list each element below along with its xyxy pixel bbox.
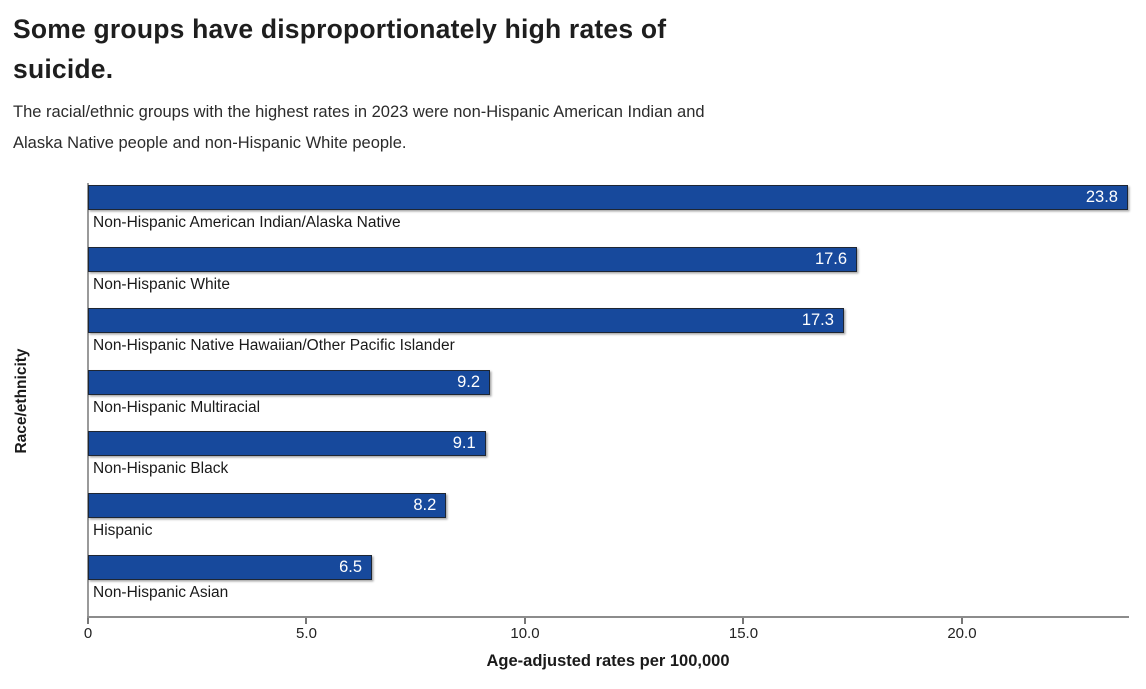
bar-row: 9.2 Non-Hispanic Multiracial [88, 369, 1128, 417]
x-tick-mark [742, 618, 745, 624]
bar: 6.5 [88, 554, 373, 580]
x-tick-mark [305, 618, 308, 624]
x-tick-mark [960, 618, 963, 624]
bar-value-label: 17.6 [814, 249, 848, 268]
chart-subtitle: The racial/ethnic groups with the highes… [13, 103, 705, 152]
category-label: Non-Hispanic Multiracial [93, 398, 261, 416]
bar-row: 17.6 Non-Hispanic White [88, 246, 1128, 294]
y-axis-line [87, 183, 89, 617]
category-label: Hispanic [93, 522, 153, 539]
category-label: Non-Hispanic Asian [93, 583, 229, 601]
category-label: Non-Hispanic American Indian/Alaska Nati… [93, 214, 401, 231]
category-label: Non-Hispanic White [93, 275, 230, 293]
x-tick-label: 20.0 [947, 625, 977, 642]
bar-value-label: 9.2 [457, 372, 481, 391]
bar-value-label: 9.1 [452, 434, 476, 453]
bar-value-label: 17.3 [801, 311, 834, 330]
bar-value-label: 6.5 [339, 557, 363, 576]
chart-title: Some groups have disproportionately high… [13, 14, 667, 84]
bar: 17.6 [88, 246, 858, 272]
bar-row: 6.5 Non-Hispanic Asian [88, 554, 1128, 602]
category-label: Non-Hispanic Native Hawaiian/Other Pacif… [93, 337, 455, 355]
x-tick-label: 10.0 [510, 625, 540, 642]
x-axis-title: Age-adjusted rates per 100,000 [486, 652, 730, 670]
category-label: Non-Hispanic Black [93, 460, 229, 478]
x-tick-label: 5.0 [296, 625, 317, 642]
bar: 17.3 [88, 308, 844, 334]
bar-value-label: 23.8 [1085, 188, 1118, 206]
bar-row: 17.3 Non-Hispanic Native Hawaiian/Other P… [88, 308, 1128, 355]
bar: 8.2 [88, 493, 447, 518]
bar-row: 23.8 Non-Hispanic American Indian/Alaska … [88, 185, 1128, 232]
x-tick-mark [523, 618, 526, 624]
plot-area: 23.8 Non-Hispanic American Indian/Alaska … [88, 183, 1128, 617]
bar-row: 8.2 Hispanic [88, 493, 1128, 540]
x-tick-mark [87, 618, 89, 624]
bar-row: 9.1 Non-Hispanic Black [88, 431, 1128, 478]
bar: 9.1 [88, 431, 486, 457]
bar-value-label: 8.2 [413, 496, 437, 514]
x-tick-label: 15.0 [728, 625, 759, 642]
y-axis-title: Race/ethnicity [13, 348, 30, 454]
x-tick-label: 0 [83, 625, 93, 642]
x-axis-line [87, 616, 1129, 618]
bar: 23.8 [88, 185, 1128, 210]
bar: 9.2 [88, 369, 491, 395]
